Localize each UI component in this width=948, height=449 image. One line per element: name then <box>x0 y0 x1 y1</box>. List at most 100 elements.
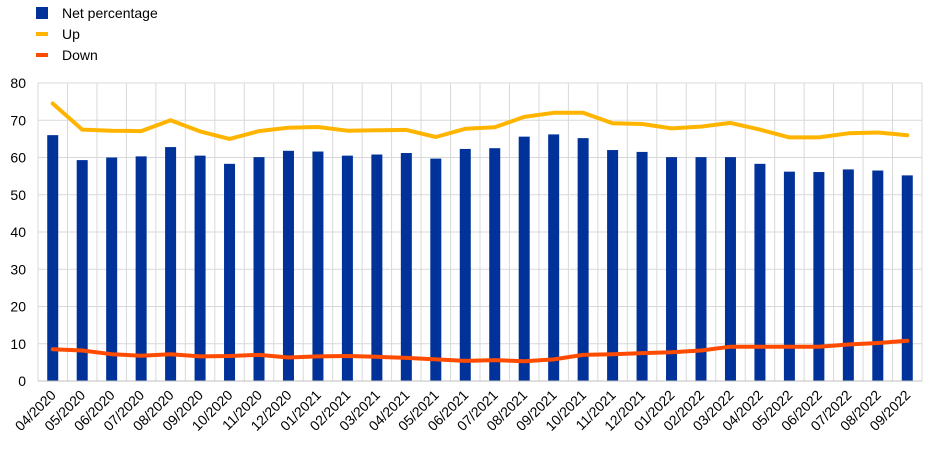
point-down <box>669 350 674 354</box>
point-down <box>80 348 84 353</box>
point-down <box>552 357 556 361</box>
point-up <box>375 128 379 132</box>
bar-net-percentage <box>518 136 530 381</box>
legend-item-down: Down <box>36 44 158 65</box>
point-up <box>611 121 615 125</box>
legend-item-net-percentage: Net percentage <box>36 2 158 23</box>
point-down <box>286 355 291 360</box>
point-down <box>817 345 821 349</box>
point-up <box>493 125 497 129</box>
legend-item-up: Up <box>36 23 158 44</box>
bar-net-percentage <box>548 134 560 381</box>
point-down <box>581 353 585 357</box>
bar-net-percentage <box>754 163 766 381</box>
y-tick-label: 10 <box>10 336 26 352</box>
point-down <box>728 345 733 349</box>
point-up <box>227 137 232 141</box>
point-up <box>758 127 762 132</box>
point-down <box>169 352 173 356</box>
point-down <box>493 358 497 362</box>
point-down <box>611 352 615 356</box>
legend: Net percentage Up Down <box>36 2 158 65</box>
y-tick-label: 70 <box>10 112 26 128</box>
point-up <box>139 129 143 133</box>
point-up <box>316 125 320 129</box>
point-up <box>404 128 408 132</box>
legend-swatch-net-percentage <box>36 6 48 19</box>
bar-net-percentage <box>430 158 442 381</box>
point-down <box>522 359 526 363</box>
point-down <box>375 355 379 359</box>
point-down <box>51 347 55 351</box>
bar-net-percentage <box>282 150 294 381</box>
y-tick-label: 20 <box>10 299 26 315</box>
legend-swatch-up <box>36 31 48 36</box>
bar-net-percentage <box>224 163 236 381</box>
point-up <box>198 129 202 134</box>
bar-net-percentage <box>901 175 913 381</box>
bar-net-percentage <box>106 157 118 381</box>
point-up <box>669 126 674 131</box>
y-tick-label: 40 <box>10 224 26 240</box>
point-up <box>846 131 850 135</box>
point-down <box>699 348 703 353</box>
point-up <box>110 129 114 133</box>
y-tick-label: 30 <box>10 261 26 277</box>
point-down <box>758 345 762 349</box>
point-down <box>316 354 320 359</box>
bar-net-percentage <box>135 156 147 381</box>
point-down <box>434 357 438 361</box>
bar-net-percentage <box>76 160 88 381</box>
bar-net-percentage <box>666 157 678 381</box>
bar-net-percentage <box>872 170 884 381</box>
point-up <box>169 118 173 122</box>
point-down <box>139 354 143 358</box>
point-down <box>640 351 644 355</box>
line-up <box>50 101 910 141</box>
point-up <box>522 115 526 119</box>
point-down <box>345 354 349 358</box>
y-tick-label: 60 <box>10 150 26 166</box>
legend-label-down: Down <box>62 46 98 63</box>
point-up <box>905 133 909 137</box>
point-down <box>198 354 202 359</box>
bar-net-percentage <box>695 157 707 381</box>
bar-net-percentage <box>47 135 59 381</box>
point-down <box>905 339 909 343</box>
point-up <box>257 129 261 133</box>
point-down <box>876 341 880 345</box>
bar-net-percentage <box>253 157 265 381</box>
point-up <box>581 111 585 115</box>
point-up <box>345 129 349 133</box>
point-up <box>728 121 733 125</box>
legend-label-net-percentage: Net percentage <box>62 4 158 21</box>
point-down <box>846 342 850 347</box>
bar-net-percentage <box>636 151 648 381</box>
point-up <box>787 135 792 139</box>
y-tick-label: 50 <box>10 187 26 203</box>
bar-net-percentage <box>459 148 471 381</box>
bar-net-percentage <box>489 148 501 381</box>
point-up <box>80 127 84 132</box>
bar-net-percentage <box>577 138 589 381</box>
point-up <box>876 130 880 135</box>
point-up <box>640 122 644 126</box>
bar-net-percentage <box>724 157 736 381</box>
point-up <box>552 111 556 115</box>
point-up <box>817 135 821 139</box>
point-up <box>699 124 703 129</box>
point-down <box>110 352 114 356</box>
bar-net-percentage <box>371 154 383 381</box>
point-down <box>463 359 467 363</box>
point-down <box>257 353 261 357</box>
legend-swatch-down <box>36 52 48 57</box>
bar-net-percentage <box>400 153 412 381</box>
y-tick-label: 80 <box>10 75 26 91</box>
point-down <box>787 345 792 349</box>
y-tick-label: 0 <box>18 373 26 389</box>
point-up <box>463 127 467 131</box>
point-up <box>51 101 55 106</box>
bar-net-percentage <box>312 151 324 381</box>
point-down <box>227 354 232 358</box>
